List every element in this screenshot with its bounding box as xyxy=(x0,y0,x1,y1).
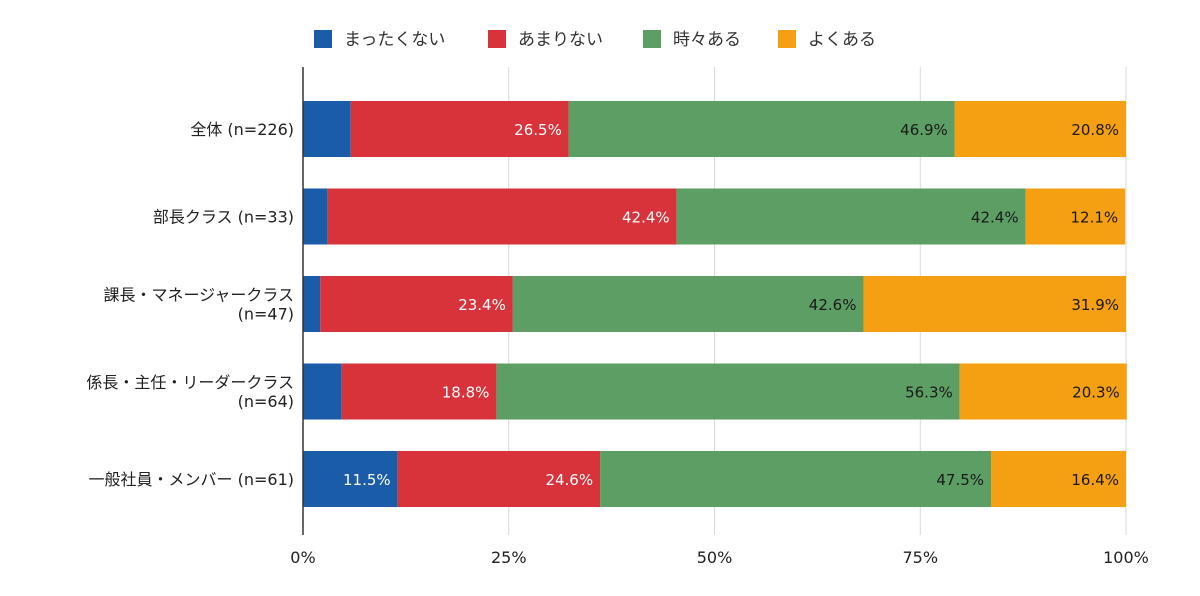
data-label: 31.9% xyxy=(1071,296,1119,314)
data-label: 42.4% xyxy=(622,209,670,227)
bar-segment xyxy=(1025,188,1126,245)
data-label: 46.9% xyxy=(900,121,948,139)
bar-segment xyxy=(991,451,1126,507)
data-label: 47.5% xyxy=(936,471,984,489)
legend-swatch xyxy=(488,30,506,48)
data-label: 20.3% xyxy=(1072,384,1120,402)
data-label: 11.5% xyxy=(343,471,391,489)
category-label: 一般社員・メンバー (n=61) xyxy=(89,470,294,489)
bar-segment xyxy=(327,188,677,245)
legend-label: あまりない xyxy=(518,30,603,50)
bar-segment xyxy=(959,363,1127,420)
data-label: 24.6% xyxy=(545,471,593,489)
bar-segment xyxy=(496,363,960,420)
data-label: 23.4% xyxy=(458,296,506,314)
legend-swatch xyxy=(778,30,796,48)
bars: 5.8%26.5%46.9%20.8%3.0%42.4%42.4%12.1%2.… xyxy=(303,101,1127,507)
category-label: 課長・マネージャークラス(n=47) xyxy=(103,286,294,324)
x-tick-label: 100% xyxy=(1103,548,1149,567)
bar-segment xyxy=(320,276,513,332)
category-label: 係長・主任・リーダークラス(n=64) xyxy=(86,373,294,411)
bar-segment xyxy=(303,451,398,507)
category-label: 全体 (n=226) xyxy=(190,120,294,139)
legend-label: まったくない xyxy=(344,30,445,50)
legend-label: よくある xyxy=(808,30,876,50)
legend-swatch xyxy=(643,30,661,48)
bar-segment xyxy=(676,188,1026,245)
data-label: 12.1% xyxy=(1071,209,1119,227)
data-label: 18.8% xyxy=(442,384,490,402)
data-label: 42.6% xyxy=(809,296,857,314)
category-label: 部長クラス (n=33) xyxy=(153,208,294,227)
bar-segment xyxy=(863,276,1126,332)
bar-segment xyxy=(397,451,601,507)
bar-segment xyxy=(303,276,321,332)
bar-segment xyxy=(303,363,342,420)
x-tick-label: 0% xyxy=(290,548,315,567)
bar-segment xyxy=(303,101,351,157)
legend-label: 時々ある xyxy=(673,30,741,50)
x-axis-tick-labels: 0% 25% 50% 75% 100% xyxy=(290,548,1149,567)
bar-segment xyxy=(600,451,992,507)
data-label: 20.8% xyxy=(1071,121,1119,139)
category-labels: 全体 (n=226) 部長クラス (n=33) 課長・マネージャークラス(n=47)… xyxy=(86,120,294,489)
bar-segment xyxy=(303,188,328,245)
bar-segment xyxy=(341,363,497,420)
legend: まったくない あまりない 時々ある よくある xyxy=(314,30,876,50)
data-label: 16.4% xyxy=(1071,471,1119,489)
bar-segment xyxy=(512,276,864,332)
x-tick-label: 75% xyxy=(902,548,938,567)
data-label: 42.4% xyxy=(971,209,1019,227)
bar-segment xyxy=(954,101,1126,157)
x-tick-label: 25% xyxy=(491,548,527,567)
bar-segment xyxy=(568,101,955,157)
x-tick-label: 50% xyxy=(697,548,733,567)
data-label: 26.5% xyxy=(514,121,562,139)
legend-swatch xyxy=(314,30,332,48)
data-label: 56.3% xyxy=(905,384,953,402)
bar-segment xyxy=(350,101,569,157)
